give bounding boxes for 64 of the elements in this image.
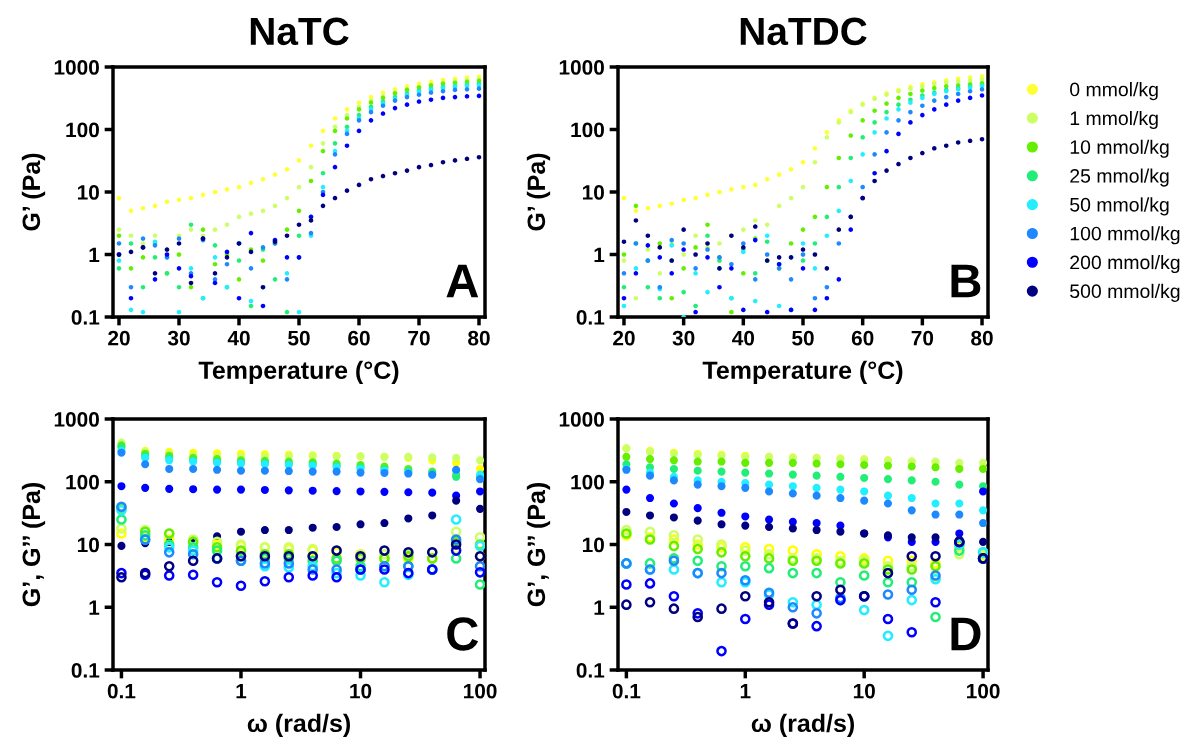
y-tick-label: 100 <box>571 474 604 490</box>
x-tick-label: 1 <box>740 683 751 699</box>
y-axis-title: G’, G’’ (Pa) <box>21 483 46 607</box>
y-tick-label: 0.1 <box>576 663 605 678</box>
x-tick-label: 20 <box>613 330 635 346</box>
legend-label: 500 mmol/kg <box>1070 283 1180 302</box>
x-tick-label: 0.1 <box>612 683 641 699</box>
annotation: B <box>951 264 981 298</box>
y-tick-label: 1 <box>594 600 605 615</box>
x-tick-label: 30 <box>167 330 190 346</box>
legend-label: 100 mmol/kg <box>1070 226 1180 245</box>
y-tick-label: 10 <box>77 537 99 553</box>
y-tick-label: 0.1 <box>71 663 100 678</box>
x-tick-label: 50 <box>792 330 814 346</box>
x-tick-label: 70 <box>911 330 934 346</box>
chart-title: NaTC <box>250 17 349 46</box>
x-axis-title: Temperature (°C) <box>198 360 399 385</box>
legend-label: 25 mmol/kg <box>1070 168 1169 187</box>
y-tick-label: 1000 <box>54 60 99 75</box>
y-tick-label: 0.1 <box>71 310 100 325</box>
x-tick-label: 10 <box>350 683 372 699</box>
x-tick-label: 60 <box>348 330 370 346</box>
annotation: C <box>447 617 479 651</box>
y-tick-label: 1 <box>89 600 100 615</box>
legend-label: 0 mmol/kg <box>1070 82 1158 101</box>
x-tick-label: 50 <box>288 330 310 346</box>
y-axis-title: G’ (Pa) <box>526 153 551 231</box>
legend-label: 1 mmol/kg <box>1070 110 1158 130</box>
y-tick-label: 1000 <box>559 412 604 427</box>
legend-label: 10 mmol/kg <box>1070 139 1169 158</box>
x-tick-label: 30 <box>672 330 695 346</box>
x-tick-label: 40 <box>732 330 755 346</box>
x-axis-title: Temperature (°C) <box>702 360 903 385</box>
y-tick-label: 1000 <box>54 412 99 427</box>
legend-label: 200 mmol/kg <box>1070 254 1180 274</box>
y-tick-label: 1 <box>89 247 100 263</box>
x-axis-title: ω (rad/s) <box>751 713 854 738</box>
x-tick-label: 20 <box>108 330 130 346</box>
annotation: D <box>951 617 981 651</box>
y-tick-label: 10 <box>77 185 99 200</box>
x-tick-label: 80 <box>971 330 993 346</box>
y-tick-label: 100 <box>66 122 99 138</box>
y-tick-label: 10 <box>582 185 604 200</box>
x-tick-label: 60 <box>851 330 874 346</box>
y-tick-label: 1 <box>594 247 605 263</box>
chart-title: NaTDC <box>740 17 867 46</box>
legend-label: 50 mmol/kg <box>1070 197 1169 216</box>
y-tick-label: 100 <box>571 122 604 138</box>
y-axis-title: G’, G’’ (Pa) <box>526 483 551 607</box>
annotation: A <box>446 264 479 298</box>
x-tick-label: 100 <box>463 683 497 699</box>
x-tick-label: 1 <box>236 683 247 699</box>
x-tick-label: 80 <box>468 330 490 346</box>
y-tick-label: 10 <box>582 537 604 553</box>
y-axis-title: G’ (Pa) <box>21 153 46 231</box>
y-tick-label: 100 <box>66 474 99 490</box>
x-tick-label: 40 <box>227 330 250 346</box>
x-axis-title: ω (rad/s) <box>247 713 350 738</box>
y-tick-label: 1000 <box>559 60 604 75</box>
x-tick-label: 100 <box>967 683 1000 699</box>
x-tick-label: 70 <box>408 330 430 346</box>
x-tick-label: 0.1 <box>107 683 136 699</box>
x-tick-label: 10 <box>853 683 875 699</box>
y-tick-label: 0.1 <box>576 310 605 325</box>
